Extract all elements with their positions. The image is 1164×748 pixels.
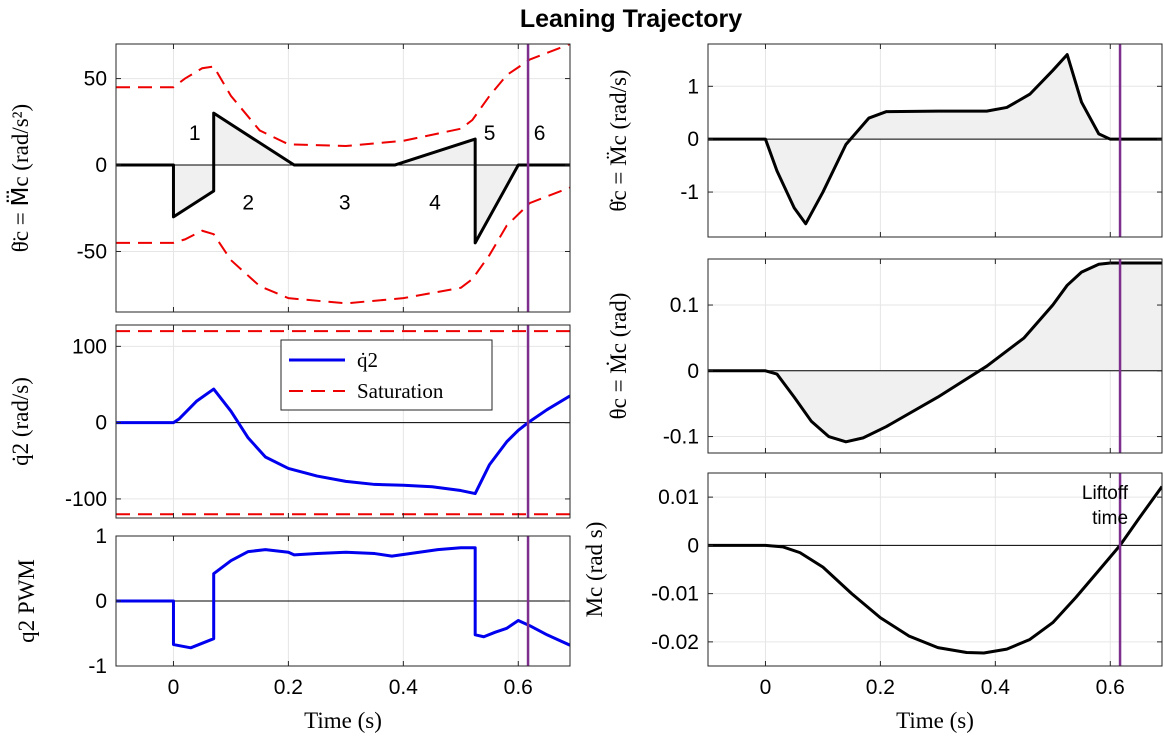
x-tick-label: 0 bbox=[760, 676, 772, 699]
y-tick-label: 0.01 bbox=[658, 486, 699, 509]
signal-fill bbox=[708, 262, 1162, 442]
plot-jerk: -50 0 50 θ̈c = M⃛c (rad/s²) 1 2 3 4 5 6 bbox=[6, 43, 571, 313]
x-tick-label: 0.6 bbox=[504, 676, 533, 699]
legend-label: Saturation bbox=[357, 379, 444, 403]
plot-area bbox=[708, 259, 1162, 453]
y-tick-label: 0 bbox=[95, 590, 107, 613]
y-tick-label: -50 bbox=[77, 240, 107, 263]
liftoff-annotation: time bbox=[1092, 508, 1128, 529]
saturation-upper bbox=[116, 44, 570, 148]
axes-box bbox=[115, 324, 571, 519]
x-axis-label: Time (s) bbox=[896, 708, 974, 733]
axes-box bbox=[707, 43, 1163, 238]
segment-label: 5 bbox=[484, 122, 496, 145]
plot-theta-dot: -1 0 1 θ̇c = M̈c (rad/s) bbox=[606, 43, 1163, 238]
signal-line bbox=[116, 546, 570, 650]
y-tick-label: -100 bbox=[65, 488, 107, 511]
plot-theta: -0.1 0 0.1 θc = Ṁc (rad) bbox=[606, 258, 1163, 454]
y-tick-label: 100 bbox=[72, 335, 107, 358]
plot-area bbox=[116, 44, 570, 312]
saturation-lower bbox=[116, 186, 570, 305]
axes-box bbox=[115, 43, 571, 313]
plot-area bbox=[708, 473, 1162, 666]
plot-qdot: -100 0 100 q̇2 (rad/s) q̇2 Saturation bbox=[8, 324, 571, 519]
plot-pwm: -1 0 1 0 0.2 0.4 0.6 q2 PWM Time (s) bbox=[14, 525, 571, 733]
plot-area bbox=[116, 325, 570, 518]
signal-fill bbox=[708, 54, 1162, 224]
y-tick-label: 0 bbox=[687, 360, 699, 383]
y-tick-label: 0 bbox=[687, 534, 699, 557]
axes-box bbox=[707, 472, 1163, 667]
x-tick-label: 0.2 bbox=[866, 676, 895, 699]
axes-box bbox=[707, 258, 1163, 454]
signal-fill bbox=[116, 113, 570, 243]
signal-line bbox=[116, 387, 570, 496]
liftoff-annotation: Liftoff bbox=[1082, 483, 1129, 504]
y-axis-label: θc = Ṁc (rad) bbox=[606, 293, 631, 420]
y-tick-label: 0 bbox=[95, 154, 107, 177]
y-axis-label: θ̈c = M⃛c (rad/s²) bbox=[6, 104, 33, 252]
x-tick-label: 0.6 bbox=[1096, 676, 1125, 699]
y-tick-label: -1 bbox=[88, 655, 107, 678]
figure-title: Leaning Trajectory bbox=[520, 5, 742, 33]
y-axis-label: q2 PWM bbox=[14, 559, 39, 643]
signal-line bbox=[708, 53, 1162, 226]
plot-area bbox=[116, 536, 570, 666]
x-tick-label: 0.2 bbox=[274, 676, 303, 699]
y-tick-label: 0 bbox=[95, 412, 107, 435]
y-tick-label: -0.02 bbox=[651, 631, 699, 654]
y-tick-label: -0.1 bbox=[663, 426, 699, 449]
segment-label: 3 bbox=[339, 191, 351, 214]
y-tick-label: -1 bbox=[680, 181, 699, 204]
legend: q̇2 Saturation bbox=[280, 339, 493, 411]
segment-label: 2 bbox=[242, 191, 254, 214]
y-tick-label: -0.01 bbox=[651, 583, 699, 606]
y-tick-label: 0 bbox=[687, 128, 699, 151]
signal-line bbox=[116, 111, 570, 245]
legend-box bbox=[280, 339, 493, 411]
y-tick-label: 50 bbox=[84, 68, 107, 91]
y-tick-label: 0.1 bbox=[670, 294, 699, 317]
y-axis-label: θ̇c = M̈c (rad/s) bbox=[606, 69, 631, 211]
segment-label: 6 bbox=[534, 122, 546, 145]
x-tick-label: 0.4 bbox=[389, 676, 419, 699]
signal-line bbox=[708, 261, 1162, 444]
y-tick-label: 1 bbox=[95, 525, 107, 548]
y-tick-label: 1 bbox=[687, 75, 699, 98]
plot-M: -0.02 -0.01 0 0.01 0 0.2 0.4 0.6 Mc (rad s) Time … bbox=[582, 472, 1163, 733]
y-axis-label: Mc (rad s) bbox=[582, 522, 607, 618]
x-axis-label: Time (s) bbox=[304, 708, 382, 733]
plot-area bbox=[708, 44, 1162, 237]
x-tick-label: 0 bbox=[168, 676, 180, 699]
x-tick-label: 0.4 bbox=[981, 676, 1011, 699]
y-axis-label: q̇2 (rad/s) bbox=[8, 377, 33, 466]
segment-label: 4 bbox=[429, 191, 441, 214]
segment-label: 1 bbox=[189, 122, 201, 145]
legend-label: q̇2 bbox=[357, 348, 378, 372]
signal-line bbox=[708, 485, 1162, 655]
